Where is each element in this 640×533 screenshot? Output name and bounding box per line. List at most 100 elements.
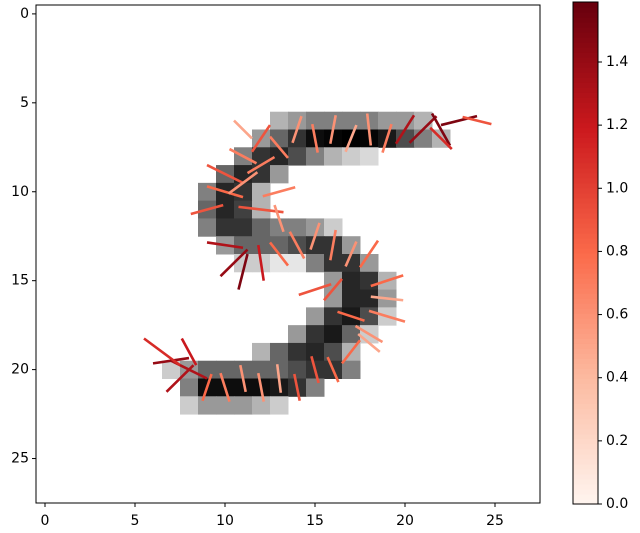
arrow (246, 155, 276, 175)
arrow (250, 124, 272, 153)
colorbar-step (573, 453, 598, 460)
colorbar-step (573, 398, 598, 405)
y-tick-label: 15 (11, 273, 29, 289)
arrow (269, 135, 289, 159)
colorbar-step (573, 293, 598, 299)
arrow (358, 239, 380, 269)
pixel (180, 396, 199, 415)
arrow (262, 186, 296, 198)
arrow (206, 163, 244, 185)
colorbar-tick-label: 0.6 (606, 307, 628, 323)
pixel (216, 200, 235, 219)
colorbar-step (573, 433, 598, 440)
colorbar-step (573, 67, 598, 73)
colorbar-step (573, 192, 598, 199)
colorbar-step (573, 127, 598, 134)
pixel (342, 271, 361, 291)
pixel (342, 325, 361, 344)
arrow (344, 124, 358, 153)
colorbar-step (573, 92, 598, 98)
pixel (234, 360, 253, 379)
arrow (165, 364, 195, 393)
colorbar-step (573, 498, 598, 505)
arrow (365, 113, 373, 146)
colorbar-step (573, 37, 598, 43)
arrow (368, 309, 406, 323)
colorbar-step (573, 57, 598, 63)
colorbar-step (573, 32, 598, 38)
x-tick-label: 25 (486, 513, 504, 529)
pixel (306, 254, 325, 273)
colorbar-step (573, 263, 598, 269)
arrow (152, 356, 190, 365)
colorbar-step (573, 313, 598, 319)
arrow (340, 339, 362, 365)
pixel (288, 342, 307, 362)
colorbar-step (573, 403, 598, 410)
arrow (228, 147, 258, 165)
pixel (306, 111, 325, 130)
pixel (396, 111, 415, 130)
pixel (234, 218, 253, 237)
colorbar-step (573, 463, 598, 470)
colorbar-step (573, 42, 598, 48)
pixel (324, 325, 343, 344)
colorbar-step (573, 303, 598, 309)
pixel (234, 378, 253, 397)
x-tick-label: 10 (216, 513, 234, 529)
pixel (306, 342, 325, 362)
colorbar-step (573, 478, 598, 485)
y-tick-label: 0 (20, 6, 29, 22)
pixel (324, 342, 343, 362)
colorbar-tick-label: 0.4 (606, 370, 628, 386)
colorbar-step (573, 62, 598, 68)
colorbar-step (573, 52, 598, 58)
colorbar-step (573, 273, 598, 279)
colorbar-step (573, 318, 598, 324)
arrow (293, 373, 301, 401)
colorbar-step (573, 393, 598, 400)
pixel (306, 307, 325, 326)
colorbar-step (573, 212, 598, 219)
colorbar-step (573, 202, 598, 209)
arrow (381, 123, 393, 154)
arrow (344, 241, 358, 267)
arrow (408, 115, 438, 144)
colorbar-step (573, 253, 598, 259)
colorbar-step (573, 288, 598, 294)
colorbar-step (573, 12, 598, 18)
arrow (190, 203, 224, 216)
pixel (216, 360, 235, 379)
colorbar-step (573, 353, 598, 360)
arrow (370, 274, 404, 288)
arrow (329, 229, 337, 261)
colorbar-step (573, 413, 598, 420)
colorbar-step (573, 328, 598, 334)
colorbar-step (573, 172, 598, 179)
colorbar-tick-label: 1.0 (606, 180, 628, 196)
colorbar-step (573, 112, 598, 119)
colorbar-step (573, 47, 598, 53)
colorbar-step (573, 217, 598, 224)
pixel (198, 396, 217, 415)
arrow (206, 241, 244, 250)
arrow (227, 171, 259, 195)
arrow (275, 364, 283, 393)
arrow (219, 372, 231, 403)
pixel (324, 111, 343, 130)
arrow (257, 372, 265, 402)
colorbar-frame (572, 1, 599, 505)
colorbar-step (573, 458, 598, 465)
x-tick-label: 20 (396, 513, 414, 529)
colorbar-step (573, 87, 598, 93)
arrow (329, 115, 337, 144)
pixel (234, 236, 253, 255)
x-tick-label: 0 (41, 513, 50, 529)
colorbar-step (573, 247, 598, 254)
pixel (342, 111, 361, 130)
arrow (239, 364, 247, 393)
pixel (414, 111, 433, 130)
colorbar-step (573, 27, 598, 33)
colorbar-step (573, 237, 598, 244)
